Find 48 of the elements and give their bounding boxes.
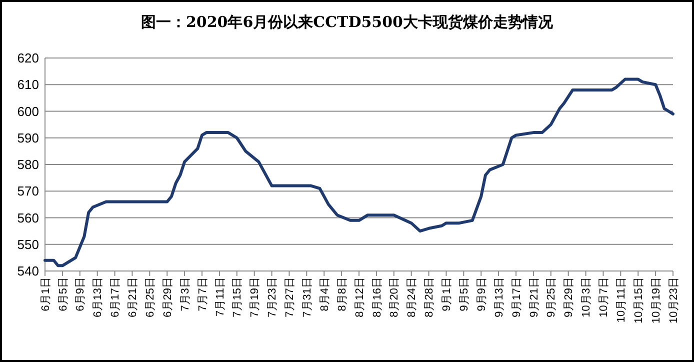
x-tick-label: 10月15日 xyxy=(632,277,645,324)
x-tick-label: 9月5日 xyxy=(458,277,471,312)
x-tick-label: 6月17日 xyxy=(110,277,122,318)
x-tick-label: 9月1日 xyxy=(441,277,454,312)
x-tick-label: 9月29日 xyxy=(563,277,576,318)
x-tick-label: 6月21日 xyxy=(127,277,140,318)
x-tick-label: 10月3日 xyxy=(580,277,593,318)
x-tick-label: 10月23日 xyxy=(668,277,680,324)
x-tick-label: 8月4日 xyxy=(318,277,331,312)
x-tick-label: 6月13日 xyxy=(92,277,104,318)
x-tick-label: 6月29日 xyxy=(162,277,174,318)
x-tick-label: 10月7日 xyxy=(598,277,610,318)
y-tick-label: 610 xyxy=(17,77,39,92)
x-tick-label: 7月27日 xyxy=(284,277,296,318)
x-tick-label: 6月9日 xyxy=(74,277,87,312)
x-tick-label: 6月5日 xyxy=(57,277,70,312)
x-tick-label: 8月20日 xyxy=(388,277,401,318)
y-tick-label: 570 xyxy=(17,184,39,199)
x-tick-label: 8月16日 xyxy=(371,277,384,318)
x-tick-label: 8月12日 xyxy=(354,277,366,318)
x-tick-label: 9月21日 xyxy=(528,277,540,318)
y-tick-label: 620 xyxy=(17,50,39,66)
x-tick-label: 8月28日 xyxy=(424,277,436,318)
x-tick-label: 7月15日 xyxy=(232,277,244,318)
x-tick-label: 9月25日 xyxy=(546,277,558,318)
y-tick-label: 590 xyxy=(17,130,39,146)
x-tick-label: 7月11日 xyxy=(214,277,226,317)
x-tick-label: 6月25日 xyxy=(144,277,157,318)
x-tick-label: 7月7日 xyxy=(196,277,209,312)
x-tick-label: 10月11日 xyxy=(616,277,628,323)
y-tick-label: 540 xyxy=(17,264,39,279)
x-tick-label: 9月13日 xyxy=(493,277,506,318)
line-series xyxy=(44,78,674,268)
y-tick-label: 550 xyxy=(17,236,39,252)
x-tick-label: 8月8日 xyxy=(336,277,348,312)
x-tick-label: 9月9日 xyxy=(476,277,488,312)
x-tick-label: 9月17日 xyxy=(510,277,523,318)
x-tick-label: 6月1日 xyxy=(40,277,52,312)
x-tick-label: 8月24日 xyxy=(406,277,418,318)
x-tick-label: 7月23日 xyxy=(266,277,279,318)
chart-title: 图一：2020年6月份以来CCTD5500大卡现货煤价走势情况 xyxy=(141,13,554,31)
y-tick-label: 580 xyxy=(17,157,39,172)
y-tick-label: 600 xyxy=(17,104,39,119)
y-tick-label: 560 xyxy=(17,210,39,226)
x-tick-label: 10月19日 xyxy=(650,277,662,324)
x-tick-label: 7月3日 xyxy=(179,277,192,312)
x-tick-label: 7月19日 xyxy=(249,277,262,318)
x-tick-label: 7月31日 xyxy=(302,277,314,318)
